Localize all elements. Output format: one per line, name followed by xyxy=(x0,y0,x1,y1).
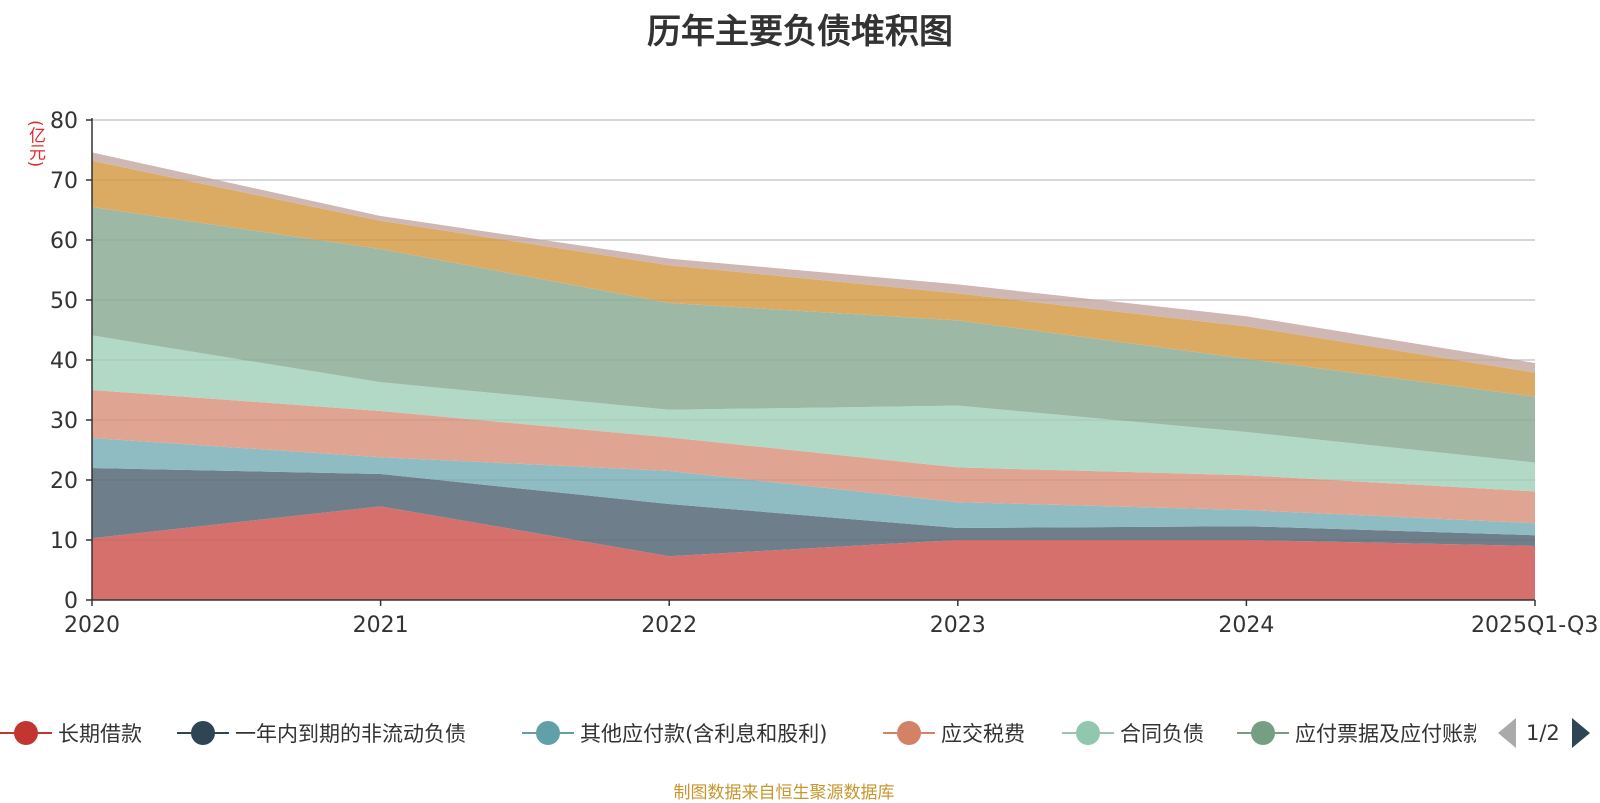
x-tick-label: 2020 xyxy=(64,613,120,638)
legend-marker-icon xyxy=(522,721,574,745)
legend-label: 其他应付款(含利息和股利) xyxy=(580,722,828,746)
triangle-left-icon[interactable] xyxy=(1498,718,1516,748)
y-tick-label: 30 xyxy=(50,409,78,434)
legend-page-indicator: 1/2 xyxy=(1526,721,1560,745)
triangle-right-icon[interactable] xyxy=(1571,718,1590,748)
chart-title: 历年主要负债堆积图 xyxy=(647,12,953,52)
legend-item-long-term-borrowing[interactable]: 长期借款 xyxy=(0,708,142,758)
legend: 长期借款 一年内到期的非流动负债 其他应付款(含利息和股利) 应交税费 合同负债… xyxy=(0,708,1476,758)
legend-marker-icon xyxy=(883,721,935,745)
y-tick-label: 40 xyxy=(50,349,78,374)
legend-marker-icon xyxy=(1237,721,1289,745)
legend-label: 一年内到期的非流动负债 xyxy=(235,722,466,746)
legend-item-notes-accounts-payable[interactable]: 应付票据及应付账款 xyxy=(1237,708,1476,758)
legend-label: 合同负债 xyxy=(1120,722,1204,746)
legend-item-other-payables[interactable]: 其他应付款(含利息和股利) xyxy=(522,708,827,758)
legend-item-taxes-payable[interactable]: 应交税费 xyxy=(883,708,1025,758)
y-tick-label: 10 xyxy=(50,529,78,554)
legend-marker-icon xyxy=(1062,721,1114,745)
legend-item-contract-liabilities[interactable]: 合同负债 xyxy=(1062,708,1204,758)
area-series-7 xyxy=(92,152,1535,373)
legend-pager: 1/2 xyxy=(1498,718,1590,748)
area-series-4 xyxy=(92,335,1535,492)
area-series-6 xyxy=(92,160,1535,397)
area-series-5 xyxy=(92,207,1535,463)
y-tick-label: 70 xyxy=(50,169,78,194)
x-tick-label: 2022 xyxy=(641,613,697,638)
legend-label: 应交税费 xyxy=(941,722,1025,746)
y-axis-unit-label: (亿元) xyxy=(25,120,45,168)
x-tick-label: 2025Q1-Q3 xyxy=(1471,613,1598,638)
legend-marker-icon xyxy=(0,721,52,745)
legend-item-current-noncurrent-liabilities[interactable]: 一年内到期的非流动负债 xyxy=(177,708,466,758)
legend-label: 长期借款 xyxy=(58,722,142,746)
legend-marker-icon xyxy=(177,721,229,745)
area-series-3 xyxy=(92,390,1535,524)
x-tick-label: 2024 xyxy=(1218,613,1274,638)
area-series-0 xyxy=(92,506,1535,600)
x-tick-label: 2023 xyxy=(930,613,986,638)
legend-label: 应付票据及应付账款 xyxy=(1295,722,1476,746)
data-source-note: 制图数据来自恒生聚源数据库 xyxy=(673,783,895,803)
y-tick-label: 60 xyxy=(50,229,78,254)
y-tick-label: 80 xyxy=(50,109,78,134)
y-tick-label: 20 xyxy=(50,469,78,494)
y-tick-label: 50 xyxy=(50,289,78,314)
area-series-1 xyxy=(92,468,1535,557)
x-tick-label: 2021 xyxy=(353,613,409,638)
y-tick-label: 0 xyxy=(64,589,78,614)
